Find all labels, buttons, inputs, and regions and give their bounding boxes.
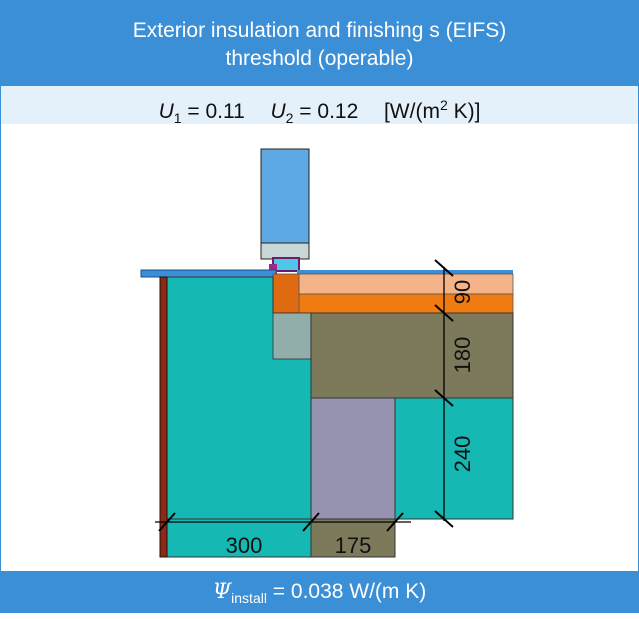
psi-subscript: install	[231, 590, 267, 607]
dimension-label-180: 180	[450, 337, 475, 374]
u1-symbol: U	[158, 100, 174, 123]
u-values-bar: U1 = 0.11 U2 = 0.12 [W/(m2 K)]	[1, 86, 638, 127]
psi-value: = 0.038 W/(m K)	[266, 580, 427, 603]
threshold-wedge	[272, 273, 300, 314]
footing-concrete	[166, 518, 312, 558]
tick-bottom	[434, 510, 454, 528]
door-frame-upper	[260, 148, 310, 244]
dimension-label-90: 90	[450, 280, 475, 304]
insulation-purple	[310, 397, 396, 520]
door-frame-profile	[260, 242, 310, 260]
interior-floor-finish	[297, 270, 513, 274]
u1-subscript: 1	[173, 110, 182, 127]
tick-right	[386, 512, 404, 532]
screed-upper-layer	[298, 273, 514, 295]
dimension-label-175: 175	[335, 533, 372, 558]
screed-lower-layer	[298, 293, 514, 314]
footing-insulation	[310, 518, 396, 558]
exterior-flashing	[140, 269, 277, 278]
door-sill-gasket	[269, 264, 277, 274]
threshold-section-svg: 90 180 240 300 175	[140, 148, 514, 558]
psi-footer: Ψinstall = 0.038 W/(m K)	[1, 571, 638, 612]
tick-274	[434, 389, 454, 407]
unit-superscript: 2	[439, 97, 448, 113]
u1-value: = 0.11	[187, 100, 245, 123]
tick-189	[434, 304, 454, 322]
dimension-label-300: 300	[226, 533, 263, 558]
title-bar: Exterior insulation and finishing s (EIF…	[1, 1, 638, 86]
u2-value: = 0.12	[299, 100, 359, 123]
unit-suffix: K)]	[447, 100, 481, 123]
dimension-label-240: 240	[450, 436, 475, 473]
title-line-1: Exterior insulation and finishing s (EIF…	[132, 19, 507, 42]
unit-prefix: [W/(m	[383, 100, 440, 123]
gravel-fill	[272, 312, 312, 360]
exterior-cladding	[159, 276, 168, 558]
interior-concrete	[394, 397, 514, 520]
psi-symbol: Ψ	[212, 579, 232, 603]
insulation-olive	[310, 312, 514, 399]
tick-left	[158, 512, 176, 532]
section-drawing: 90 180 240 300 175	[1, 124, 638, 571]
tick-mid	[302, 512, 320, 532]
u2-subscript: 2	[285, 110, 294, 127]
tick-top	[434, 259, 454, 277]
title-line-2: threshold (operable)	[225, 47, 414, 70]
u2-symbol: U	[270, 100, 286, 123]
